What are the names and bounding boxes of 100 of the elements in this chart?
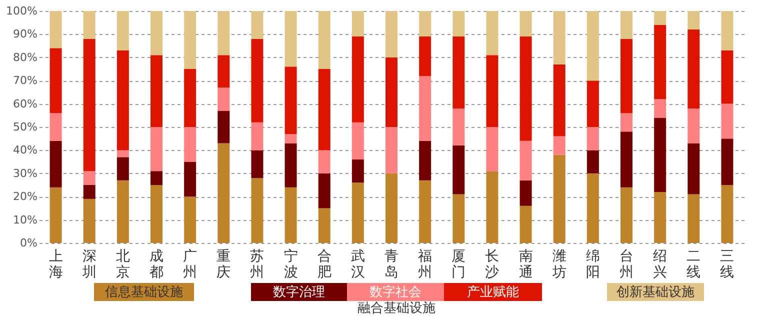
bar [83,171,96,185]
bar [520,36,532,141]
bar [284,134,297,144]
bar [218,88,230,111]
x-tick-label: 武汉 [350,248,365,280]
y-tick-label: 70% [13,74,38,88]
bar [721,138,734,185]
x-tick-label: 青岛 [384,248,398,280]
bar [352,36,364,122]
bar [318,208,330,243]
bar [251,11,264,39]
bar [520,180,532,206]
x-tick-label: 上海 [48,248,63,280]
bar [520,11,532,37]
x-tick-label: 南通 [518,248,533,280]
bar [486,55,498,127]
bar [419,76,432,141]
bar [419,36,432,76]
bar [553,136,566,155]
y-tick-label: 20% [13,190,38,204]
bar [688,194,700,243]
y-tick-label: 80% [13,50,38,64]
bar [284,143,297,188]
bar [184,196,196,243]
bar [520,140,532,180]
y-tick-label: 90% [13,28,38,41]
bar [318,150,330,174]
bar [586,11,599,81]
bar [50,187,62,243]
x-tick-label: 成都 [150,248,164,280]
bar [386,11,398,58]
x-tick-label: 合肥 [317,248,332,280]
text: 数字社会 [370,284,422,300]
bar [352,122,364,160]
bar [721,11,734,50]
bar [251,178,264,243]
bar [586,80,599,127]
bar [654,192,666,243]
bar [419,11,432,37]
bar [218,110,230,144]
bar [184,11,196,69]
bar [50,113,62,141]
bar [452,146,465,194]
bar [251,122,264,150]
bar [553,154,566,243]
bar [284,187,297,243]
bar [452,194,465,243]
y-tick-label: 100% [6,4,38,18]
bar [116,157,129,180]
bar [654,24,666,100]
bar [184,162,196,197]
bar [50,140,62,188]
y-tick-label: 30% [13,166,38,180]
x-tick-label: 北京 [116,248,130,280]
bar [284,11,297,67]
bar [586,173,599,243]
bar [184,69,196,127]
x-tick-label: 福州 [418,248,432,280]
bar [83,11,96,39]
bar [586,127,599,150]
x-tick-label: 台州 [620,248,634,280]
bar [721,104,734,139]
bar [688,30,700,108]
bar [620,113,632,132]
bar [83,38,96,172]
bar [284,66,297,134]
y-tick-label: 60% [13,97,38,110]
bar [486,11,498,56]
bar [386,173,398,243]
x-tick-label: 深圳 [81,248,96,280]
bar [553,64,566,136]
bar [150,127,162,172]
bar [486,171,498,243]
bar [654,11,666,25]
bar [116,11,129,50]
bar [318,69,330,150]
bar [419,180,432,243]
bar [251,150,264,178]
bar [218,55,230,88]
bar [586,150,599,174]
bar [419,140,432,180]
text: 创新基础设施 [616,285,694,300]
bar [116,150,129,158]
y-tick-label: 0% [20,236,38,250]
bar [386,127,398,174]
text: 产业赋能 [467,285,519,300]
bar [654,118,666,192]
bar [620,11,632,39]
bar [721,50,734,104]
bar [553,11,566,64]
bar [654,99,666,118]
bar [83,185,96,199]
bar [150,185,162,243]
bar [352,182,364,243]
bar [150,11,162,56]
x-tick-label: 绵阳 [586,248,600,280]
x-tick-label: 绍兴 [653,248,668,280]
x-tick-label: 三线 [720,248,734,280]
y-tick-label: 10% [13,213,38,226]
bar [150,55,162,127]
